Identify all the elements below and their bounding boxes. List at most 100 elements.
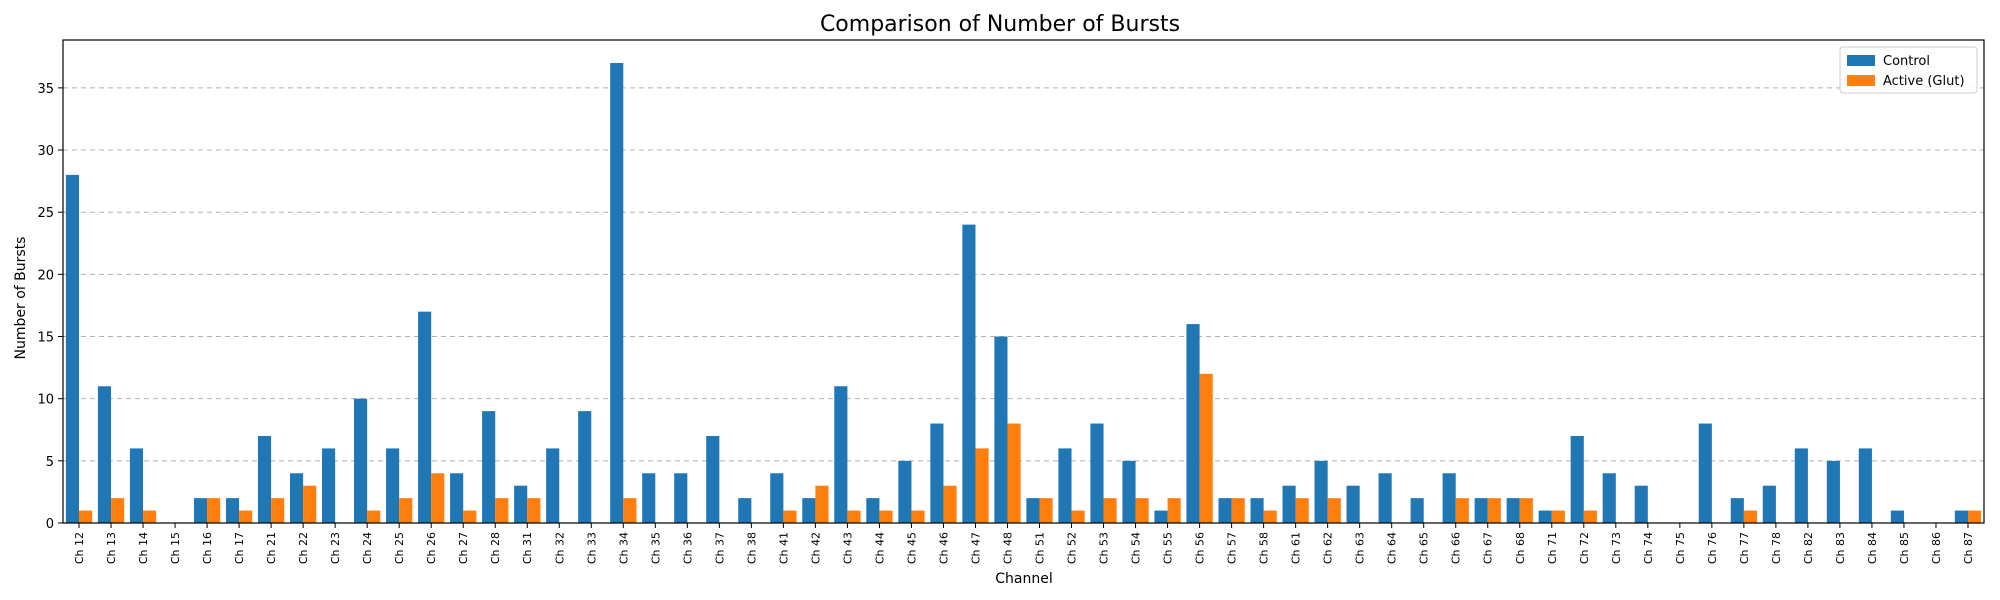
- x-tick-label: Ch 48: [1001, 532, 1014, 564]
- legend-swatch: [1847, 75, 1875, 86]
- bar-control: [257, 435, 272, 523]
- x-tick-label: Ch 22: [297, 532, 310, 564]
- x-tick-label: Ch 56: [1194, 532, 1207, 564]
- bar-active-glut: [1295, 498, 1309, 523]
- x-tick-label: Ch 73: [1610, 532, 1623, 564]
- x-tick-label: Ch 53: [1098, 532, 1111, 564]
- y-axis-ticks: 0 5 10 15 20 25 30 35: [37, 82, 63, 532]
- bar-control: [962, 224, 976, 523]
- x-tick-label: Ch 21: [265, 532, 278, 564]
- bar-control: [1442, 473, 1456, 523]
- bar-control: [129, 448, 144, 523]
- bar-active-glut: [1071, 510, 1085, 523]
- grid-lines: [63, 87, 1984, 462]
- bar-control: [1250, 498, 1264, 523]
- bar-active-glut: [1039, 498, 1053, 523]
- x-tick-label: Ch 42: [809, 532, 822, 564]
- y-tick-label: 20: [37, 268, 54, 283]
- bar-control: [1378, 473, 1392, 523]
- bar-active-glut: [911, 510, 925, 523]
- bar-control: [418, 311, 432, 523]
- x-tick-label: Ch 41: [777, 532, 790, 564]
- bar-control: [1538, 510, 1552, 523]
- x-tick-label: Ch 72: [1578, 532, 1591, 564]
- bar-active-glut: [303, 485, 317, 523]
- x-tick-label: Ch 65: [1418, 532, 1431, 564]
- bar-control: [1826, 460, 1840, 523]
- legend-label: Active (Glut): [1883, 74, 1965, 89]
- y-tick-label: 0: [46, 517, 54, 532]
- bar-control: [1218, 498, 1232, 523]
- x-tick-label: Ch 47: [969, 532, 982, 564]
- bar-control: [97, 386, 112, 523]
- x-tick-label: Ch 45: [905, 532, 918, 564]
- bar-control: [289, 473, 304, 523]
- bar-active-glut: [1199, 373, 1213, 523]
- x-tick-label: Ch 64: [1386, 532, 1399, 564]
- x-tick-label: Ch 62: [1322, 532, 1335, 564]
- y-tick-label: 25: [37, 206, 54, 221]
- bar-control: [546, 448, 560, 523]
- x-tick-label: Ch 75: [1674, 532, 1687, 564]
- x-tick-label: Ch 55: [1162, 532, 1175, 564]
- bar-active-glut: [1583, 510, 1597, 523]
- bar-active-glut: [1231, 498, 1245, 523]
- bar-active-glut: [1487, 498, 1501, 523]
- x-tick-label: Ch 63: [1354, 532, 1367, 564]
- x-tick-label: Ch 67: [1482, 532, 1495, 564]
- bar-control: [706, 435, 720, 523]
- x-tick-label: Ch 25: [393, 532, 406, 564]
- x-tick-label: Ch 36: [681, 532, 694, 564]
- bar-control: [1794, 448, 1808, 523]
- bar-control: [1346, 485, 1360, 523]
- bar-active-glut: [1007, 423, 1021, 523]
- y-axis-label: Number of Bursts: [13, 237, 29, 360]
- bar-active-glut: [975, 448, 989, 523]
- bar-active-glut: [783, 510, 797, 523]
- x-axis-ticks: Ch 12 Ch 13 Ch 14 Ch 15 Ch 16 Ch 17 Ch 21 Ch 22…: [73, 523, 1975, 564]
- y-tick-label: 5: [46, 455, 54, 470]
- y-tick-label: 10: [37, 393, 54, 408]
- bar-active-glut: [527, 498, 541, 523]
- bar-control: [1314, 460, 1328, 523]
- bar-active-glut: [431, 473, 445, 523]
- bar-control: [482, 411, 496, 523]
- x-tick-label: Ch 77: [1738, 532, 1751, 564]
- x-tick-label: Ch 87: [1962, 532, 1975, 564]
- bar-control: [1186, 324, 1200, 523]
- x-tick-label: Ch 51: [1034, 532, 1047, 564]
- x-tick-label: Ch 85: [1898, 532, 1911, 564]
- x-tick-label: Ch 15: [169, 532, 182, 564]
- bar-active-glut: [495, 498, 509, 523]
- bar-active-glut: [1455, 498, 1469, 523]
- bar-active-glut: [79, 510, 93, 523]
- bar-control: [1570, 435, 1584, 523]
- x-tick-label: Ch 86: [1930, 532, 1943, 564]
- bar-active-glut: [943, 485, 957, 523]
- legend-swatch: [1847, 55, 1875, 66]
- bar-active-glut: [847, 510, 861, 523]
- bar-control: [1026, 498, 1040, 523]
- bar-control: [1730, 498, 1744, 523]
- bar-active-glut: [239, 510, 253, 523]
- legend-label: Control: [1883, 54, 1930, 69]
- bar-control: [1634, 485, 1648, 523]
- bar-active-glut: [1135, 498, 1149, 523]
- bar-control: [1410, 498, 1424, 523]
- bar-control: [610, 63, 624, 523]
- y-tick-label: 30: [37, 144, 54, 159]
- legend: Control Active (Glut): [1839, 46, 1978, 94]
- x-tick-label: Ch 13: [105, 532, 118, 564]
- bar-active-glut: [623, 498, 637, 523]
- x-tick-label: Ch 78: [1770, 532, 1783, 564]
- x-tick-label: Ch 23: [329, 532, 342, 564]
- x-tick-label: Ch 17: [233, 532, 246, 564]
- x-tick-label: Ch 57: [1226, 532, 1239, 564]
- bar-active-glut: [879, 510, 893, 523]
- x-tick-label: Ch 68: [1514, 532, 1527, 564]
- x-tick-label: Ch 35: [649, 532, 662, 564]
- x-tick-label: Ch 76: [1706, 532, 1719, 564]
- bar-control: [898, 460, 912, 523]
- x-tick-label: Ch 84: [1866, 532, 1879, 564]
